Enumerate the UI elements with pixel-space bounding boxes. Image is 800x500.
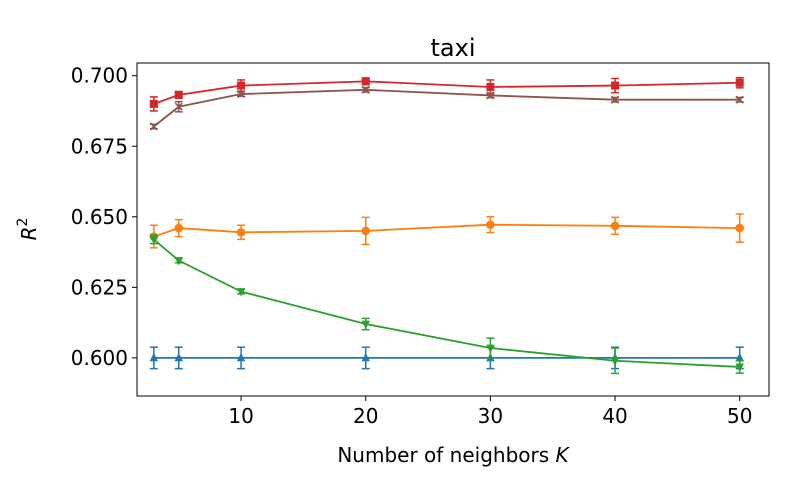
- x-axis-label-text: Number of neighbors: [337, 443, 555, 467]
- series-green: [149, 234, 744, 375]
- data-point: [486, 220, 495, 230]
- data-point: [361, 85, 370, 94]
- y-tick-label: 0.700: [71, 64, 128, 88]
- data-point: [174, 102, 183, 111]
- data-point: [610, 95, 620, 104]
- plot-frame: [136, 62, 770, 397]
- data-point: [149, 122, 158, 131]
- y-tick-label: 0.675: [71, 134, 128, 158]
- data-point: [735, 223, 745, 233]
- data-point: [236, 228, 246, 237]
- series-red: [149, 76, 744, 112]
- x-tick-label: 30: [478, 404, 503, 428]
- data-point: [237, 81, 246, 90]
- y-tick-label: 0.625: [71, 275, 128, 299]
- data-point: [236, 352, 246, 362]
- x-tick-label: 10: [228, 404, 253, 428]
- data-point: [361, 77, 370, 86]
- x-axis-label-variable: K: [556, 443, 571, 467]
- data-point: [174, 90, 183, 99]
- x-tick-label: 40: [602, 404, 627, 428]
- series-brown: [149, 85, 744, 131]
- data-point: [610, 357, 620, 366]
- data-point: [237, 89, 246, 99]
- data-point: [361, 226, 371, 236]
- y-axis-label-base: R: [17, 227, 41, 241]
- x-axis-ticks: 10 20 30 40 50: [228, 396, 752, 428]
- data-point: [486, 91, 495, 100]
- data-point: [735, 95, 744, 104]
- x-tick-label: 50: [727, 404, 752, 428]
- data-point: [149, 352, 159, 362]
- data-point: [486, 344, 495, 354]
- data-point: [361, 320, 370, 330]
- data-point: [611, 81, 620, 90]
- y-tick-label: 0.600: [71, 346, 128, 370]
- data-point: [486, 82, 495, 91]
- data-point: [735, 363, 744, 372]
- data-point: [149, 235, 159, 245]
- y-axis-ticks: 0.600 0.625 0.650 0.675 0.700: [71, 64, 137, 370]
- data-point: [735, 352, 744, 362]
- data-point: [149, 99, 158, 108]
- data-point: [174, 223, 184, 233]
- data-point: [735, 78, 744, 87]
- x-axis-label: Number of neighbors K: [337, 443, 570, 467]
- series-layer: [149, 76, 745, 375]
- data-point: [361, 352, 370, 362]
- data-point: [174, 352, 183, 362]
- data-point: [610, 221, 620, 231]
- y-tick-label: 0.650: [71, 205, 128, 229]
- data-point: [236, 288, 246, 297]
- y-axis-label: R2: [15, 218, 41, 241]
- data-point: [174, 257, 183, 266]
- chart-title: taxi: [431, 34, 476, 62]
- y-axis-label-superscript: 2: [15, 218, 31, 227]
- x-tick-label: 20: [353, 404, 378, 428]
